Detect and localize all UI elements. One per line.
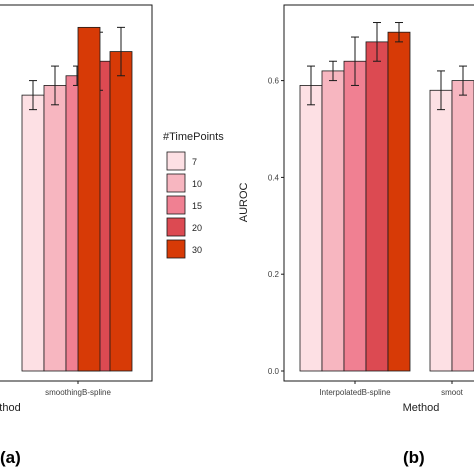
y-tick-label: 0.6 — [268, 77, 280, 86]
bar-7 — [299, 85, 323, 372]
bar-10 — [43, 85, 67, 372]
y-axis-label: AUROC — [238, 182, 250, 222]
y-tick-label: 0.4 — [268, 173, 280, 182]
legend-label-15: 15 — [192, 201, 202, 211]
panel-label-b: (b) — [403, 448, 425, 467]
plot-frame-1 — [283, 4, 474, 382]
x-tick-label: smoothingB-spline — [45, 388, 111, 397]
legend-swatch-7 — [166, 151, 186, 171]
legend-label-20: 20 — [192, 223, 202, 233]
legend-swatch-15 — [166, 195, 186, 215]
bar-30 — [109, 51, 133, 372]
bar-15 — [343, 60, 367, 372]
x-tick-label: InterpolatedB-spline — [319, 388, 391, 397]
legend-swatch-30 — [166, 239, 186, 259]
plot-frame-0 — [0, 4, 153, 382]
legend-label-7: 7 — [192, 157, 197, 167]
legend-swatch-20 — [166, 217, 186, 237]
bar-7 — [429, 89, 453, 372]
bar-30 — [387, 31, 411, 372]
panel-label-a: (a) — [0, 448, 21, 467]
y-tick-label: 0.0 — [268, 367, 280, 376]
x-tick-label: smoot — [441, 388, 464, 397]
legend-title: #TimePoints — [163, 131, 224, 143]
legend-label-30: 30 — [192, 245, 202, 255]
legend-label-10: 10 — [192, 179, 202, 189]
legend-swatch-10 — [166, 173, 186, 193]
bar-20 — [365, 41, 389, 372]
bar-10 — [451, 80, 474, 372]
bar-7 — [21, 94, 45, 372]
x-axis-label: Method — [0, 402, 21, 414]
bar-10 — [321, 70, 345, 372]
bar-30 — [77, 26, 101, 372]
x-axis-label: Method — [403, 402, 440, 414]
y-tick-label: 0.2 — [268, 270, 280, 279]
